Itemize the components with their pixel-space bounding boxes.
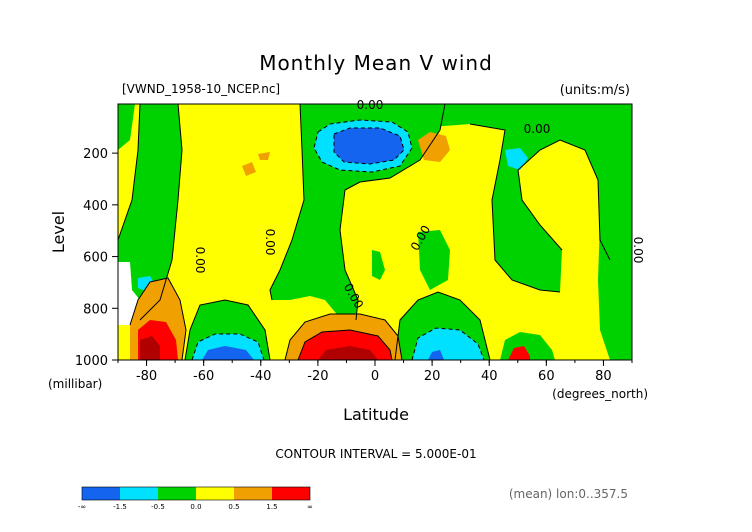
y-units-label: (millibar): [48, 377, 102, 391]
region-green-blob: [418, 230, 450, 290]
region-blue-upper: [334, 128, 404, 164]
contour-line: [139, 104, 183, 321]
x-tick-label: 40: [481, 369, 498, 384]
contour-field: [118, 104, 632, 360]
region-green-small: [372, 250, 385, 280]
region-green-topleft: [118, 104, 135, 150]
region-blue-bottom-mid: [428, 350, 444, 360]
x-tick-label: 0: [371, 369, 379, 384]
contour-label: 0.00: [524, 122, 551, 136]
contour-label: 0.00: [263, 229, 277, 256]
x-axis: -80 -60 -40 -20 0 20 40 60 80: [117, 360, 633, 384]
colorbar-swatch: [196, 487, 234, 500]
contour-line: [297, 329, 393, 360]
colorbar-label: -∞: [78, 503, 86, 511]
x-axis-label: Latitude: [343, 405, 409, 424]
contour-interval-text: CONTOUR INTERVAL = 5.000E-01: [275, 447, 476, 461]
colorbar-label: 0.0: [190, 503, 201, 511]
contour-line: [269, 104, 305, 301]
y-tick-label: 400: [83, 199, 108, 214]
region-darkred-left: [140, 336, 160, 360]
y-tick-label: 600: [83, 251, 108, 266]
region-cyan-bottom-mid: [412, 328, 484, 360]
x-tick-label: 60: [538, 369, 555, 384]
contour-label: 0.00: [631, 237, 645, 264]
contour-line: [517, 139, 611, 261]
x-units-label: (degrees_north): [552, 387, 648, 401]
contour-line: [129, 277, 187, 360]
x-tick-label: 80: [595, 369, 612, 384]
colorbar-swatch: [120, 487, 158, 500]
contour-line: [284, 313, 403, 360]
colorbar-swatch: [272, 487, 310, 500]
contour-line-dashed: [333, 127, 405, 165]
region-darkred-center: [318, 346, 378, 360]
contour-label: 0.00: [357, 98, 384, 112]
region-orange-small2: [258, 152, 270, 160]
region-red-right: [508, 346, 530, 360]
chart-title: Monthly Mean V wind: [259, 51, 493, 75]
region-blue-bottom-left: [202, 346, 254, 360]
y-tick-label: 1000: [75, 354, 108, 369]
region-cyan-right: [505, 148, 528, 170]
contour-line-dashed: [191, 333, 265, 360]
region-orange-small1: [242, 162, 256, 176]
x-tick-label: -80: [136, 369, 157, 384]
x-tick-label: -60: [193, 369, 214, 384]
x-tick-label: -20: [307, 369, 328, 384]
region-green-far-right: [598, 170, 632, 360]
region-green-right: [418, 104, 632, 292]
y-tick-label: 200: [83, 147, 108, 162]
contour-line: [184, 299, 271, 360]
contour-line-dashed: [313, 119, 413, 173]
units-label: (units:m/s): [560, 83, 630, 98]
contour-line: [118, 104, 141, 241]
colorbar: -∞ -1.5 -0.5 0.0 0.5 1.5 ∞: [78, 486, 313, 511]
contour-line: [394, 291, 491, 360]
contour-line: [469, 123, 561, 293]
x-tick-label: -40: [250, 369, 271, 384]
mean-lon-text: (mean) lon:0..357.5: [509, 487, 628, 501]
y-axis: 200 400 600 800 1000: [75, 147, 118, 369]
region-orange-upper: [418, 132, 450, 162]
contour-line: [339, 104, 446, 321]
contour-label: 0.00: [193, 247, 207, 274]
colorbar-label: 0.5: [228, 503, 239, 511]
y-axis-label: Level: [49, 211, 68, 253]
contour-line-dashed: [411, 327, 485, 360]
y-tick-label: 800: [83, 302, 108, 317]
colorbar-swatch: [82, 487, 120, 500]
file-label: [VWND_1958-10_NCEP.nc]: [122, 82, 280, 96]
colorbar-swatch: [234, 487, 272, 500]
colorbar-swatch: [158, 487, 196, 500]
colorbar-label: ∞: [307, 503, 313, 511]
colorbar-frame: [81, 486, 311, 501]
colorbar-label: 1.5: [266, 503, 277, 511]
colorbar-label: -1.5: [113, 503, 127, 511]
x-tick-label: 20: [424, 369, 441, 384]
colorbar-label: -0.5: [151, 503, 165, 511]
